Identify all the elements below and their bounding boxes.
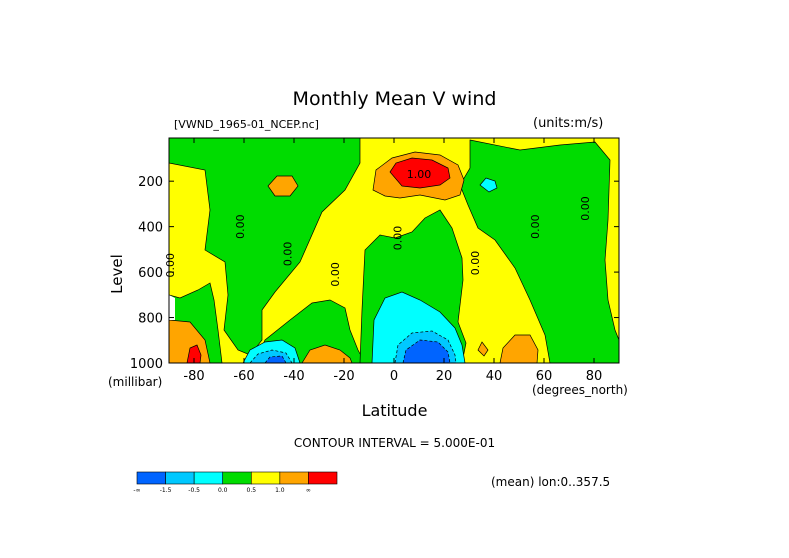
colorbar-swatch (193, 471, 224, 485)
x-tick-label: 40 (486, 369, 503, 384)
contour-label: 0.00 (329, 262, 342, 287)
y-tick-label: 400 (138, 221, 163, 236)
x-tick-label: 80 (586, 369, 603, 384)
colorbar-swatch (250, 471, 281, 485)
contour-label: 0.00 (469, 251, 482, 276)
colorbar-swatch (165, 471, 195, 485)
contour-interval-label: CONTOUR INTERVAL = 5.000E-01 (293, 436, 496, 450)
x-tick-label: -80 (183, 369, 204, 384)
colorbar-swatch (279, 471, 309, 485)
green-region-southwest (169, 138, 361, 356)
colorbar-swatch (136, 471, 166, 485)
colorbar-label: 1.0 (275, 487, 285, 494)
green-region-north (459, 139, 619, 363)
x-tick-label: 20 (436, 369, 453, 384)
red-region-jet (389, 157, 451, 189)
contour-label: 0.00 (579, 196, 592, 221)
colorbar-label: -1.5 (160, 487, 172, 494)
x-tick-label: -20 (333, 369, 354, 384)
contour-label: 0.00 (392, 226, 405, 251)
colorbar-label: -0.5 (188, 487, 200, 494)
x-tick-label: -60 (233, 369, 254, 384)
colorbar-label: -∞ (133, 487, 140, 494)
contour-label: 0.00 (282, 242, 295, 267)
colorbar: -∞ -1.5 -0.5 0.0 0.5 1.0 ∞ (133, 471, 338, 494)
colorbar-label: 0.0 (218, 487, 228, 494)
orange-region-north-lowlevel (499, 334, 539, 363)
x-tick-label: 60 (536, 369, 553, 384)
cyan-spot-north (479, 177, 498, 193)
x-axis-unit: (degrees_north) (532, 383, 628, 397)
blue-region-south (264, 355, 287, 363)
orange-region-lowlevel-south (301, 344, 353, 363)
y-axis-unit: (millibar) (108, 375, 163, 389)
x-axis-label: Latitude (361, 401, 428, 420)
chart-title: Monthly Mean V wind (292, 88, 497, 110)
contour-label: 1.00 (407, 168, 432, 181)
contour-label: 0.00 (164, 253, 177, 278)
colorbar-label: 0.5 (247, 487, 257, 494)
blue-region-equator (402, 339, 451, 363)
colorbar-swatch (222, 471, 252, 485)
colorbar-swatch (308, 471, 338, 485)
y-tick-label: 200 (138, 175, 163, 190)
y-tick-label: 800 (138, 312, 163, 327)
orange-spot-south (267, 175, 299, 197)
units-label: (units:m/s) (533, 116, 604, 131)
y-tick-label: 600 (138, 266, 163, 281)
file-label: [VWND_1965-01_NCEP.nc] (174, 118, 319, 131)
y-tick-label: 1000 (130, 357, 163, 372)
x-tick-label: 0 (390, 369, 398, 384)
missing-data-region (169, 295, 175, 320)
x-tick-label: -40 (283, 369, 304, 384)
colorbar-label: ∞ (306, 487, 311, 494)
orange-spot-north (477, 341, 489, 357)
red-region-far-south (186, 344, 202, 363)
mean-label: (mean) lon:0..357.5 (491, 475, 611, 489)
contour-label: 0.00 (234, 214, 247, 239)
contour-label: 0.00 (529, 214, 542, 239)
